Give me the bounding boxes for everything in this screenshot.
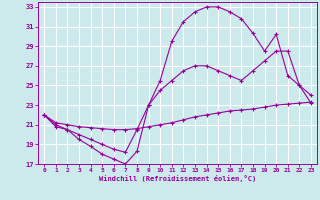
X-axis label: Windchill (Refroidissement éolien,°C): Windchill (Refroidissement éolien,°C) [99, 175, 256, 182]
